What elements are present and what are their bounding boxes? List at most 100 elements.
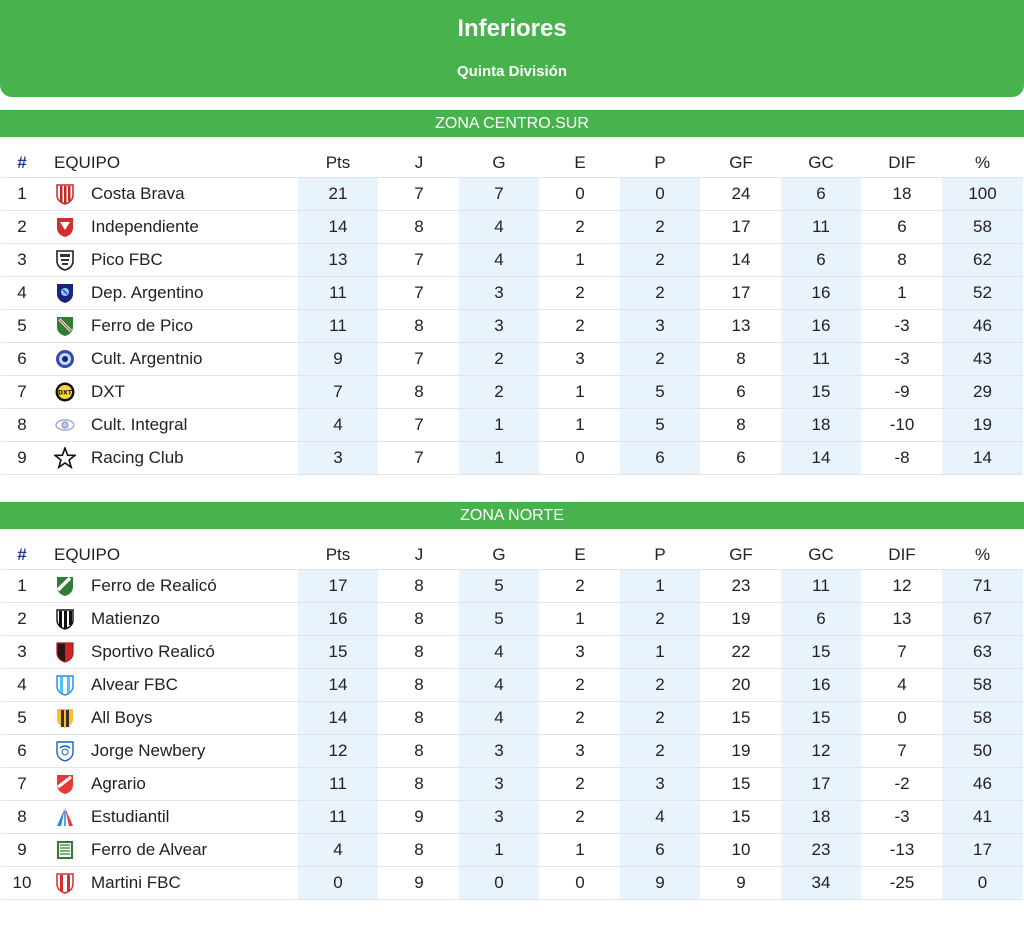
stat-gf: 8 xyxy=(736,415,746,434)
table-row[interactable]: 4 Alvear FBC 14 8 4 2 2 20 16 4 58 xyxy=(1,669,1023,702)
team-name[interactable]: Cult. Integral xyxy=(91,415,188,434)
team-crest-icon xyxy=(51,310,81,342)
stat-p: 2 xyxy=(620,244,700,276)
stat-pct: 58 xyxy=(942,211,1023,243)
white-blue-shield-icon xyxy=(56,741,74,762)
team-name[interactable]: Cult. Argentnio xyxy=(91,349,203,368)
stat-pts: 14 xyxy=(298,669,378,701)
stat-gf: 22 xyxy=(731,642,751,661)
stat-pct: 0 xyxy=(942,867,1023,899)
zone-norte: ZONA NORTE # EQUIPO Pts J G E P GF GC DIF% 1 Ferro d… xyxy=(0,502,1024,900)
table-row[interactable]: 10 Martini FBC 0 9 0 0 9 9 34 -25 0 xyxy=(1,867,1023,900)
stat-j: 8 xyxy=(414,217,424,236)
table-row[interactable]: 2 Independiente 14 8 4 2 2 17 11 6 58 xyxy=(1,211,1023,244)
column-header-gc: GC xyxy=(808,545,834,564)
table-row[interactable]: 3 Sportivo Realicó 15 8 4 3 1 22 15 7 63 xyxy=(1,636,1023,669)
table-row[interactable]: 5 All Boys 14 8 4 2 2 15 15 0 58 xyxy=(1,702,1023,735)
team-crest-icon xyxy=(51,603,81,635)
table-row[interactable]: 4 Dep. Argentino 11 7 3 2 2 17 16 1 52 xyxy=(1,277,1023,310)
table-row[interactable]: 8 Cult. Integral 4 7 1 1 5 8 18 -10 19 xyxy=(1,409,1023,442)
red-shield-icon xyxy=(57,218,73,237)
stat-pct: 67 xyxy=(942,603,1023,635)
table-row[interactable]: 6 Cult. Argentnio 9 7 2 3 2 8 11 -3 43 xyxy=(1,343,1023,376)
stat-pts: 13 xyxy=(298,244,378,276)
table-row[interactable]: 9 Racing Club 3 7 1 0 6 6 14 -8 14 xyxy=(1,442,1023,475)
stat-e: 0 xyxy=(575,873,585,892)
row-position: 4 xyxy=(17,675,27,694)
black-white-shield-icon xyxy=(56,250,74,271)
stat-pct: 71 xyxy=(942,570,1023,602)
table-row[interactable]: 1 Costa Brava 21 7 7 0 0 24 6 18 100 xyxy=(1,177,1023,211)
stat-j: 8 xyxy=(414,576,424,595)
zone-centro-sur: ZONA CENTRO.SUR # EQUIPO Pts J G E P GF GC DIF% 1 Co… xyxy=(0,110,1024,475)
team-name[interactable]: All Boys xyxy=(91,708,153,727)
table-row[interactable]: 5 Ferro de Pico 11 8 3 2 3 13 16 -3 46 xyxy=(1,310,1023,343)
stat-gf: 15 xyxy=(731,774,751,793)
table-row[interactable]: 3 Pico FBC 13 7 4 1 2 14 6 8 62 xyxy=(1,244,1023,277)
page-subtitle: Quinta División xyxy=(456,63,567,80)
team-crest-icon xyxy=(51,735,81,767)
table-row[interactable]: 9 Ferro de Alvear 4 8 1 1 6 10 23 -13 17 xyxy=(1,834,1023,867)
stat-gf: 23 xyxy=(731,576,751,595)
team-name[interactable]: Racing Club xyxy=(91,448,184,467)
stat-e: 1 xyxy=(575,415,585,434)
stat-pts: 11 xyxy=(298,768,378,800)
team-name[interactable]: Agrario xyxy=(91,774,146,793)
stat-gc: 15 xyxy=(781,376,861,408)
red-white-shield-icon xyxy=(57,775,73,794)
stat-pct: 17 xyxy=(942,834,1023,866)
team-name[interactable]: Matienzo xyxy=(91,609,160,628)
table-row[interactable]: 1 Ferro de Realicó 17 8 5 2 1 23 11 12 71 xyxy=(1,569,1023,603)
team-crest-icon xyxy=(51,343,81,375)
table-row[interactable]: 6 Jorge Newbery 12 8 3 3 2 19 12 7 50 xyxy=(1,735,1023,768)
stat-j: 7 xyxy=(414,349,424,368)
stat-e: 3 xyxy=(575,642,585,661)
stat-dif: -10 xyxy=(889,415,915,434)
stat-j: 9 xyxy=(414,873,424,892)
team-name[interactable]: Sportivo Realicó xyxy=(91,642,215,661)
table-row[interactable]: 7 Agrario 11 8 3 2 3 15 17 -2 46 xyxy=(1,768,1023,801)
team-name[interactable]: Jorge Newbery xyxy=(91,741,206,760)
stat-e: 1 xyxy=(575,382,585,401)
table-row[interactable]: 2 Matienzo 16 8 5 1 2 19 6 13 67 xyxy=(1,603,1023,636)
column-header-j: J xyxy=(414,153,424,172)
stat-pct: 46 xyxy=(942,768,1023,800)
stat-gc: 15 xyxy=(781,702,861,734)
stat-gf: 19 xyxy=(731,741,751,760)
stat-gf: 17 xyxy=(731,283,751,302)
stat-gc: 17 xyxy=(781,768,861,800)
team-name[interactable]: Dep. Argentino xyxy=(91,283,204,302)
stat-gc: 6 xyxy=(781,178,861,210)
team-crest-icon xyxy=(51,768,81,800)
green-diagonal-shield-icon xyxy=(56,576,73,596)
team-name[interactable]: Estudiantil xyxy=(91,807,170,826)
team-name[interactable]: Ferro de Pico xyxy=(91,316,194,335)
stat-gc: 11 xyxy=(781,343,861,375)
team-name[interactable]: DXT xyxy=(91,382,125,401)
stat-p: 2 xyxy=(620,343,700,375)
stat-gf: 15 xyxy=(731,807,751,826)
stat-e: 2 xyxy=(575,283,585,302)
team-name[interactable]: Costa Brava xyxy=(91,184,185,203)
team-name[interactable]: Pico FBC xyxy=(91,250,163,269)
stat-gc: 23 xyxy=(781,834,861,866)
stat-j: 8 xyxy=(414,675,424,694)
stat-gc: 18 xyxy=(781,409,861,441)
team-name[interactable]: Independiente xyxy=(91,217,199,236)
zone-title: ZONA CENTRO.SUR xyxy=(0,110,1024,137)
stat-pct: 19 xyxy=(942,409,1023,441)
team-name[interactable]: Ferro de Alvear xyxy=(91,840,208,859)
team-crest-icon xyxy=(51,570,81,602)
stat-gc: 14 xyxy=(781,442,861,474)
stat-e: 2 xyxy=(575,316,585,335)
stat-dif: 6 xyxy=(897,217,907,236)
team-name[interactable]: Ferro de Realicó xyxy=(91,576,217,595)
table-row[interactable]: 8 Estudiantil 11 9 3 2 4 15 18 -3 41 xyxy=(1,801,1023,834)
team-name[interactable]: Alvear FBC xyxy=(91,675,178,694)
stat-j: 7 xyxy=(414,184,424,203)
stat-gc: 11 xyxy=(781,570,861,602)
table-row[interactable]: 7 DXT DXT 7 8 2 1 5 6 15 -9 29 xyxy=(1,376,1023,409)
team-name[interactable]: Martini FBC xyxy=(91,873,181,892)
stat-gc: 11 xyxy=(781,211,861,243)
stat-e: 3 xyxy=(575,741,585,760)
